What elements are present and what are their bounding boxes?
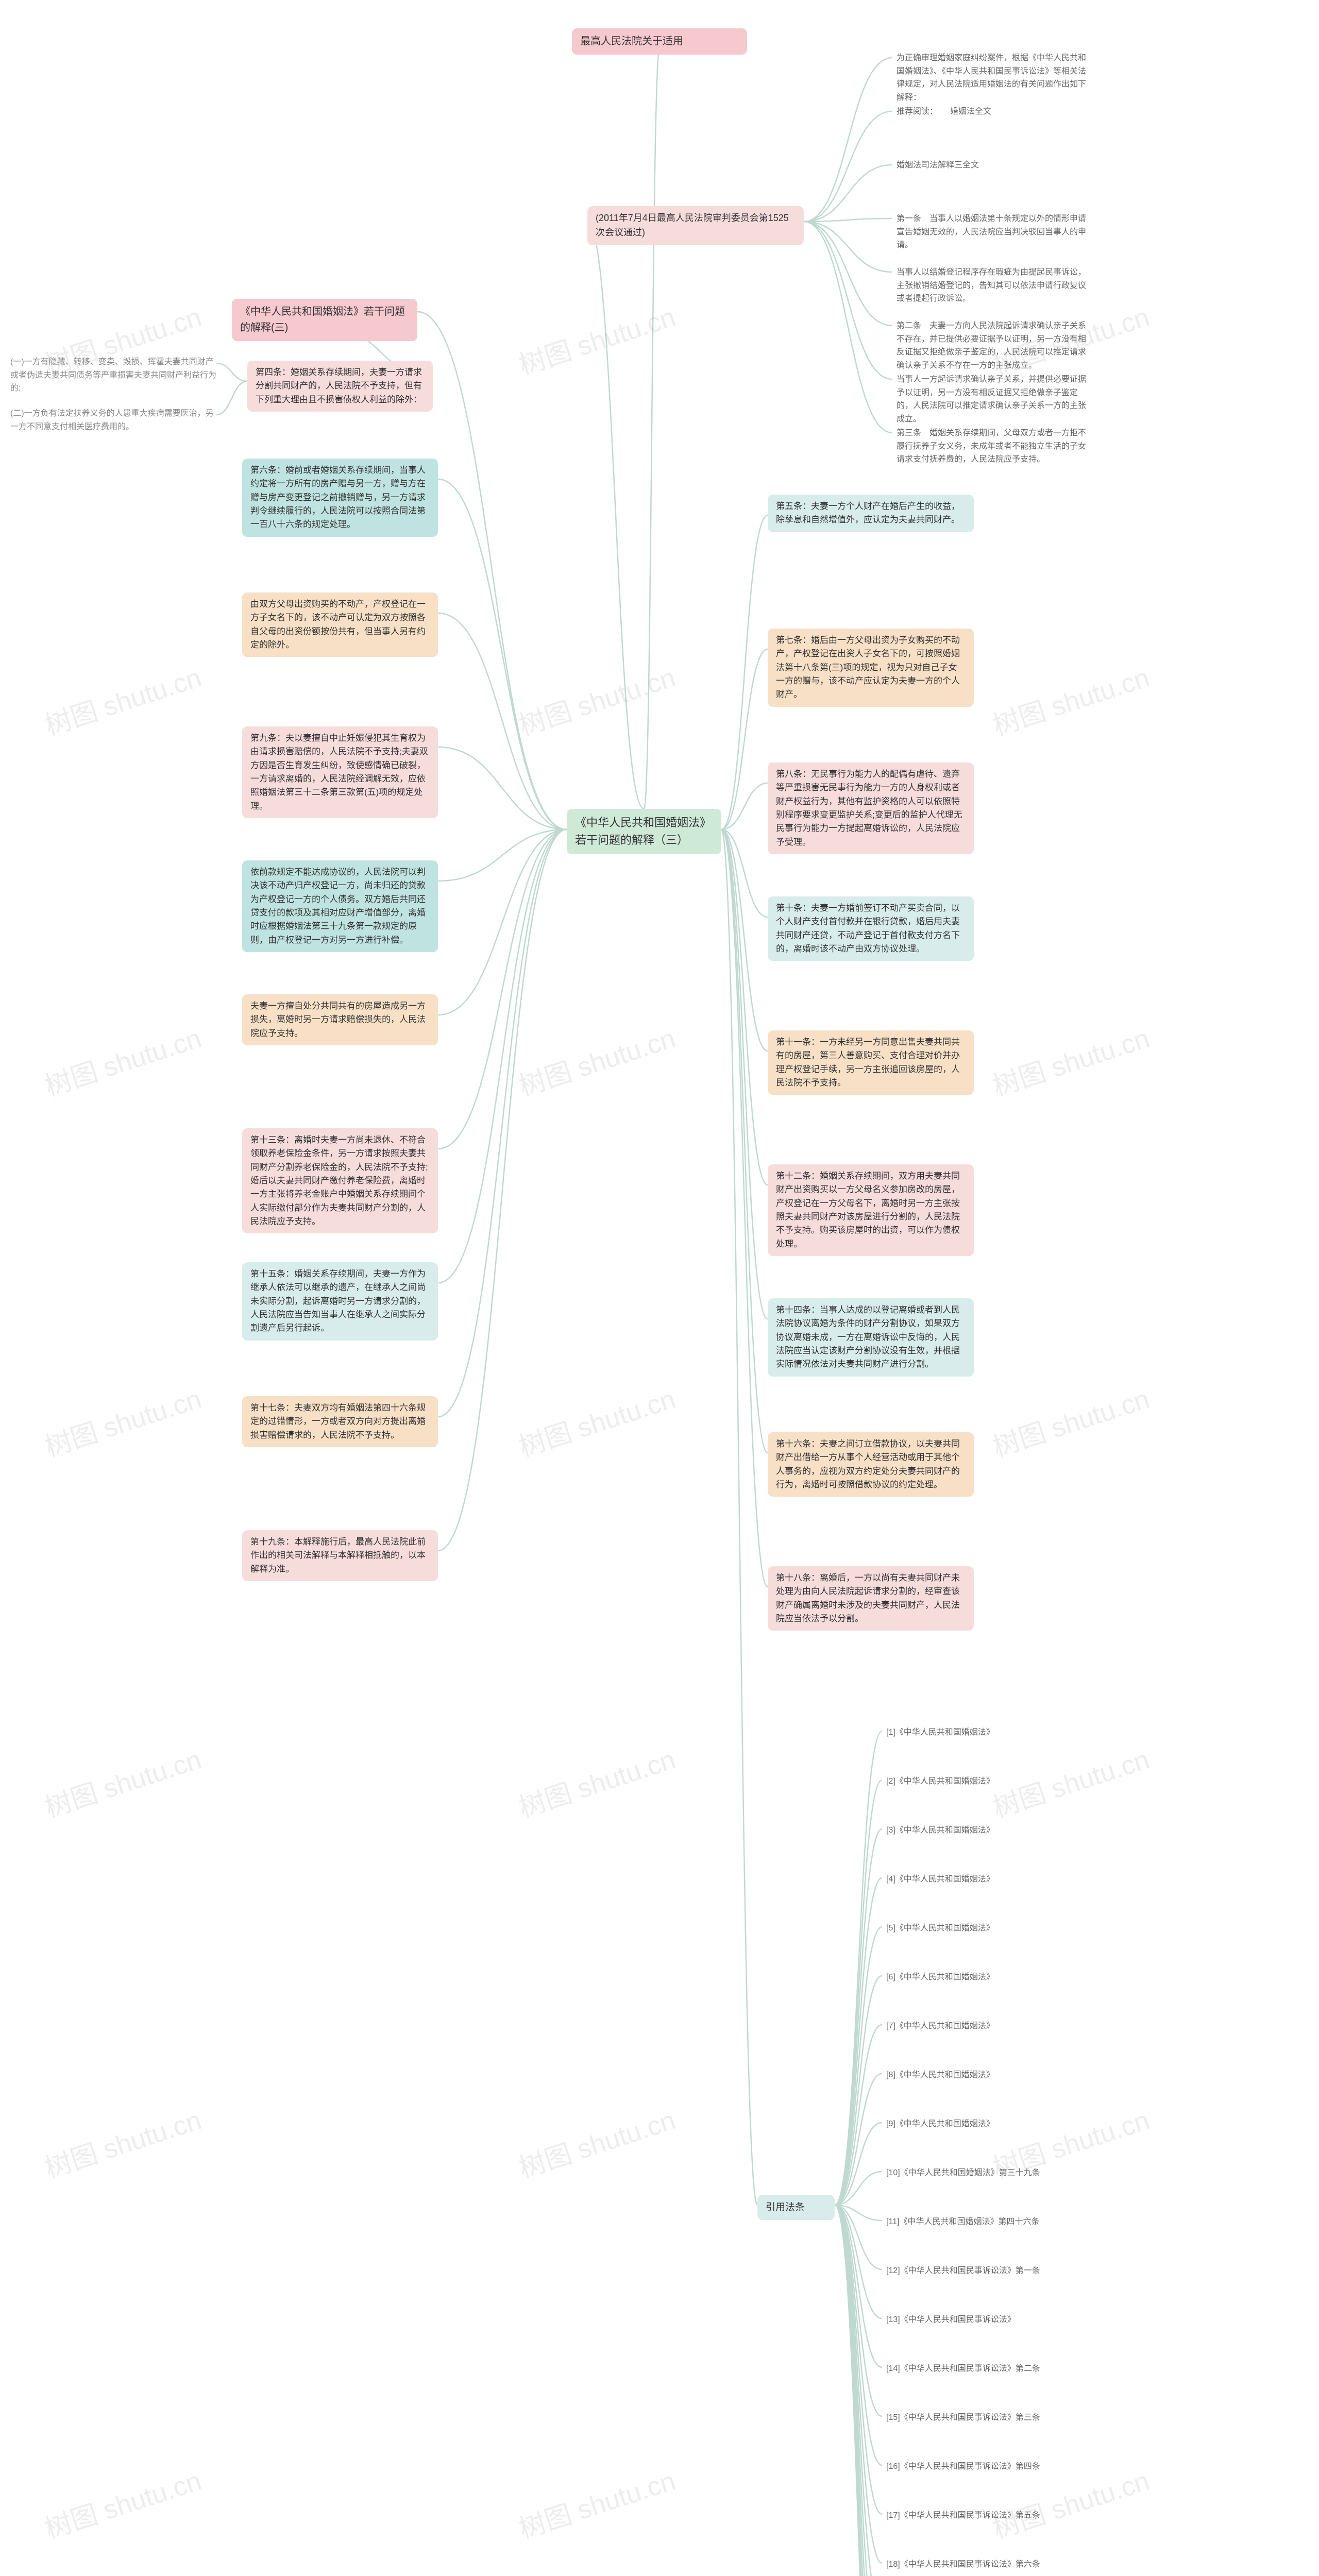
citation-item: [6]《中华人民共和国婚姻法》 [886, 1971, 1103, 1984]
watermark: 树图 shutu.cn [513, 1738, 680, 1825]
right-node-5: 第十二条：婚姻关系存续期间，双方用夫妻共同财产出资购买以一方父母名义参加房改的房… [768, 1164, 974, 1256]
left-node-1: 由双方父母出资购买的不动产，产权登记在一方子女名下的，该不动产可认定为双方按照各… [242, 592, 438, 657]
watermark: 树图 shutu.cn [987, 1377, 1154, 1464]
citation-item: [7]《中华人民共和国婚姻法》 [886, 2020, 1103, 2033]
right-node-7: 第十六条：夫妻之间订立借款协议，以夫妻共同财产出借给一方从事个人经营活动或用于其… [768, 1432, 974, 1497]
court-leaf: 推荐阅读： 婚姻法全文 [897, 105, 1092, 118]
citation-item: [10]《中华人民共和国婚姻法》第三十九条 [886, 2166, 1103, 2180]
article-4-sub: (一)一方有隐藏、转移、变卖、毁损、挥霍夫妻共同财产或者伪造夫妻共同债务等严重损… [10, 355, 216, 395]
left-node-7: 第十七条：夫妻双方均有婚姻法第四十六条规定的过错情形，一方或者双方向对方提出离婚… [242, 1396, 438, 1447]
left-node-2: 第九条：夫以妻擅自中止妊娠侵犯其生育权为由请求损害赔偿的，人民法院不予支持;夫妻… [242, 726, 438, 818]
top-title: 最高人民法院关于适用 [572, 28, 747, 55]
right-node-8: 第十八条：离婚后，一方以尚有夫妻共同财产未处理为由向人民法院起诉请求分割的，经审… [768, 1566, 974, 1631]
citation-item: [5]《中华人民共和国婚姻法》 [886, 1922, 1103, 1935]
court-leaf: 第二条 夫妻一方向人民法院起诉请求确认亲子关系不存在，并已提供必要证据予以证明，… [897, 319, 1092, 372]
citation-item: [12]《中华人民共和国民事诉讼法》第一条 [886, 2264, 1103, 2278]
watermark: 树图 shutu.cn [39, 1738, 206, 1825]
citation-item: [18]《中华人民共和国民事诉讼法》第六条 [886, 2558, 1103, 2571]
watermark: 树图 shutu.cn [39, 2098, 206, 2185]
right-node-1: 第七条：婚后由一方父母出资为子女购买的不动产，产权登记在出资人子女名下的，可按照… [768, 629, 974, 707]
court-leaf: 第一条 当事人以婚姻法第十条规定以外的情形申请宣告婚姻无效的，人民法院应当判决驳… [897, 212, 1092, 252]
left-node-3: 依前款规定不能达成协议的，人民法院可以判决该不动产归产权登记一方，尚未归还的贷款… [242, 860, 438, 952]
citations-node: 引用法条 [757, 2195, 835, 2220]
watermark: 树图 shutu.cn [39, 656, 206, 743]
watermark: 树图 shutu.cn [513, 1377, 680, 1464]
citation-item: [3]《中华人民共和国婚姻法》 [886, 1824, 1103, 1837]
article-4: 第四条：婚姻关系存续期间，夫妻一方请求分割共同财产的，人民法院不予支持，但有下列… [247, 361, 433, 412]
root-node: 《中华人民共和国婚姻法》若干问题的解释（三） [567, 809, 721, 854]
court-leaf: 第三条 婚姻关系存续期间，父母双方或者一方拒不履行抚养子女义务，未成年或者不能独… [897, 427, 1092, 466]
right-node-2: 第八条：无民事行为能力人的配偶有虐待、遗弃等严重损害无民事行为能力一方的人身权利… [768, 762, 974, 854]
right-node-6: 第十四条：当事人达成的以登记离婚或者到人民法院协议离婚为条件的财产分割协议，如果… [768, 1298, 974, 1377]
watermark: 树图 shutu.cn [513, 656, 680, 743]
citation-item: [11]《中华人民共和国婚姻法》第四十六条 [886, 2215, 1103, 2229]
citation-item: [4]《中华人民共和国婚姻法》 [886, 1873, 1103, 1886]
watermark: 树图 shutu.cn [39, 2459, 206, 2546]
citation-item: [13]《中华人民共和国民事诉讼法》 [886, 2313, 1103, 2327]
watermark: 树图 shutu.cn [39, 1377, 206, 1464]
watermark: 树图 shutu.cn [513, 295, 680, 382]
article-4-sub: (二)一方负有法定扶养义务的人患重大疾病需要医治，另一方不同意支付相关医疗费用的… [10, 407, 216, 433]
citation-item: [9]《中华人民共和国婚姻法》 [886, 2117, 1103, 2131]
court-leaf: 当事人以结婚登记程序存在瑕疵为由提起民事诉讼，主张撤销结婚登记的，告知其可以依法… [897, 266, 1092, 306]
left-node-4: 夫妻一方擅自处分共同共有的房屋造成另一方损失，离婚时另一方请求赔偿损失的，人民法… [242, 994, 438, 1045]
watermark: 树图 shutu.cn [39, 1016, 206, 1104]
watermark: 树图 shutu.cn [513, 2098, 680, 2185]
court-leaf: 当事人一方起诉请求确认亲子关系，并提供必要证据予以证明，另一方没有相反证据又拒绝… [897, 373, 1092, 426]
left-node-6: 第十五条：婚姻关系存续期间，夫妻一方作为继承人依法可以继承的遗产，在继承人之间尚… [242, 1262, 438, 1341]
right-node-0: 第五条：夫妻一方个人财产在婚后产生的收益，除孳息和自然增值外，应认定为夫妻共同财… [768, 495, 974, 532]
watermark: 树图 shutu.cn [987, 1016, 1154, 1104]
citation-item: [17]《中华人民共和国民事诉讼法》第五条 [886, 2509, 1103, 2522]
citation-item: [16]《中华人民共和国民事诉讼法》第四条 [886, 2460, 1103, 2473]
watermark: 树图 shutu.cn [513, 1016, 680, 1104]
left-intro: 《中华人民共和国婚姻法》若干问题的解释(三) [232, 299, 417, 341]
left-node-8: 第十九条：本解释施行后，最高人民法院此前作出的相关司法解释与本解释相抵触的，以本… [242, 1530, 438, 1581]
citation-item: [14]《中华人民共和国民事诉讼法》第二条 [886, 2362, 1103, 2376]
watermark: 树图 shutu.cn [513, 2459, 680, 2546]
citation-item: [15]《中华人民共和国民事诉讼法》第三条 [886, 2411, 1103, 2425]
right-node-3: 第十条：夫妻一方婚前签订不动产买卖合同，以个人财产支付首付款并在银行贷款，婚后用… [768, 896, 974, 961]
court-note: (2011年7月4日最高人民法院审判委员会第1525次会议通过) [587, 206, 804, 245]
citation-item: [8]《中华人民共和国婚姻法》 [886, 2069, 1103, 2082]
watermark: 树图 shutu.cn [987, 656, 1154, 743]
left-node-0: 第六条：婚前或者婚姻关系存续期间，当事人约定将一方所有的房产赠与另一方，赠与方在… [242, 459, 438, 537]
court-leaf: 婚姻法司法解释三全文 [897, 159, 1092, 172]
right-node-4: 第十一条：一方未经另一方同意出售夫妻共同共有的房屋，第三人善意购买、支付合理对价… [768, 1030, 974, 1095]
citation-item: [2]《中华人民共和国婚姻法》 [886, 1775, 1103, 1788]
citation-item: [1]《中华人民共和国婚姻法》 [886, 1726, 1103, 1739]
left-node-5: 第十三条：离婚时夫妻一方尚未退休、不符合领取养老保险金条件，另一方请求按照夫妻共… [242, 1128, 438, 1233]
court-leaf: 为正确审理婚姻家庭纠纷案件，根据《中华人民共和国婚姻法》、《中华人民共和国民事诉… [897, 52, 1092, 104]
